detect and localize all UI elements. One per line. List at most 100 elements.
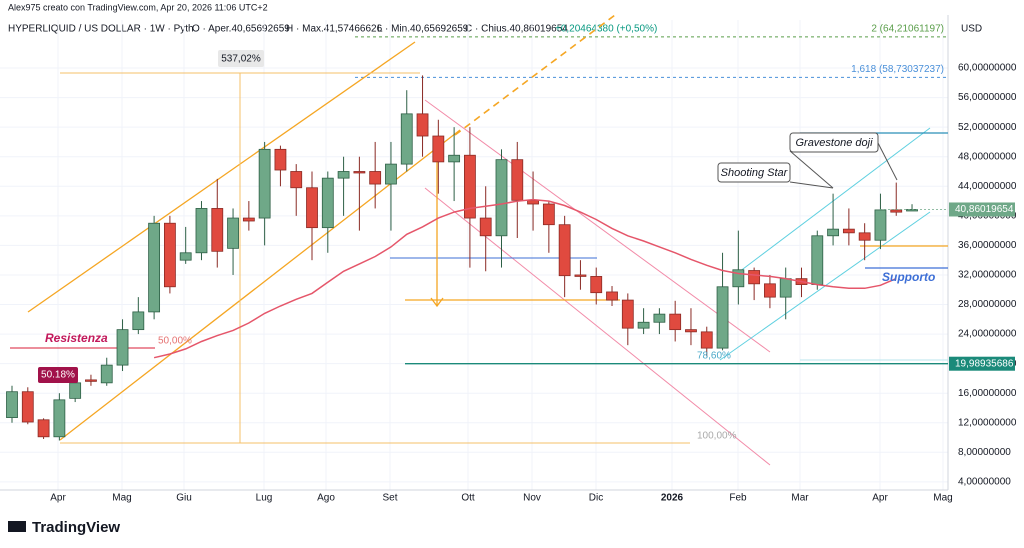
candle-body (685, 329, 697, 333)
price-tag-label: 19,98935686 (955, 358, 1014, 369)
y-tick-label: 16,00000000 (958, 388, 1017, 399)
candle-body (274, 148, 287, 171)
candle-body (606, 291, 618, 301)
candle-body (827, 228, 839, 237)
x-tick-label: 2026 (661, 493, 684, 504)
candle-body (369, 171, 382, 185)
x-tick-label: Lug (256, 493, 273, 504)
close: C · Chius.40,86019654 (465, 24, 568, 35)
pct-label: 50.18% (41, 370, 75, 381)
x-tick-label: Ago (317, 493, 335, 504)
candle-body (558, 224, 571, 277)
y-tick-label: 24,00000000 (958, 329, 1017, 340)
candle-body (132, 311, 145, 331)
y-tick-label: 32,00000000 (958, 270, 1017, 281)
candle-body (448, 154, 461, 163)
candle-body (6, 391, 18, 418)
candle-body (195, 208, 208, 254)
fib-label: 1,618 (58,73037237) (851, 64, 944, 75)
y-tick-label: 44,00000000 (958, 181, 1017, 192)
x-tick-label: Dic (589, 493, 603, 504)
resistance-label: Resistenza (45, 331, 108, 345)
x-tick-label: Feb (729, 493, 747, 504)
candle-body (890, 209, 903, 213)
high: H · Max.41,57466626 (286, 24, 383, 35)
candle-body (764, 283, 776, 298)
candle-body (748, 270, 761, 285)
y-tick-label: 4,00000000 (958, 477, 1011, 488)
y-tick-label: 8,00000000 (958, 447, 1011, 458)
candle-body (842, 228, 855, 234)
candle-body (385, 163, 397, 185)
candle-body (37, 419, 50, 438)
y-tick-label: 12,00000000 (958, 417, 1017, 428)
currency: USD (961, 24, 982, 35)
candle-body (716, 286, 729, 349)
low: L · Min.40,65692659 (377, 24, 469, 35)
candle-body (148, 222, 161, 313)
fib786-label: 78,60% (697, 351, 731, 362)
candle-body (211, 208, 224, 252)
support-label: Supporto (882, 270, 935, 284)
attribution: Alex975 creato con TradingView.com, Apr … (8, 2, 268, 12)
price-tag-label: 40,86019654 (955, 204, 1014, 215)
candle-body (495, 159, 508, 237)
fib-label: 2 (64,21061197) (871, 24, 944, 35)
candle-body (227, 217, 239, 249)
candle-body (258, 148, 271, 219)
y-tick-label: 36,00000000 (958, 240, 1017, 251)
symbol: HYPERLIQUID / US DOLLAR · 1W · Pyth (8, 24, 194, 35)
range-box (218, 50, 264, 67)
logo (8, 521, 26, 532)
candle-body (700, 331, 713, 349)
candle-body (416, 113, 429, 137)
candle-body (479, 217, 492, 237)
candle-body (116, 329, 129, 366)
half-label: 50,00% (158, 336, 192, 347)
candle-body (21, 391, 34, 423)
x-tick-label: Ott (461, 493, 475, 504)
candle-body (290, 171, 303, 189)
candle-body (637, 321, 650, 329)
x-tick-label: Set (382, 493, 397, 504)
x-tick-label: Mar (791, 493, 809, 504)
candle-body (669, 313, 682, 331)
candle-body (321, 177, 334, 229)
candle-body (574, 274, 587, 277)
candle-body (511, 159, 524, 201)
gravestone-label: Gravestone doji (795, 137, 873, 149)
price-tag (949, 356, 1015, 371)
candle-body (621, 299, 634, 329)
price-tag (949, 202, 1015, 217)
x-tick-label: Mag (933, 493, 952, 504)
candle-body (527, 199, 539, 205)
candle-body (242, 217, 255, 222)
pct-box (38, 367, 78, 383)
y-tick-label: 60,00000000 (958, 63, 1017, 74)
open: O · Aper.40,65692659 (192, 24, 290, 35)
y-tick-label: 56,00000000 (958, 92, 1017, 103)
candle-body (858, 232, 871, 241)
candle-body (353, 171, 366, 174)
y-tick-label: 28,00000000 (958, 299, 1017, 310)
x-tick-label: Apr (872, 493, 888, 504)
y-tick-label: 52,00000000 (958, 122, 1017, 133)
x-tick-label: Mag (112, 493, 131, 504)
candle-body (874, 209, 887, 241)
candle-body (53, 399, 66, 438)
x-tick-label: Giu (176, 493, 192, 504)
candle-body (306, 187, 318, 229)
candle-body (653, 313, 666, 323)
candle-body (732, 269, 745, 288)
callout (789, 132, 879, 153)
candle-body (337, 171, 350, 179)
grid (0, 20, 948, 490)
change: +0,20464380 (+0,50%) (555, 24, 657, 35)
candle-body (400, 113, 413, 165)
candle-body (432, 135, 445, 163)
range-label: 537,02% (221, 54, 261, 65)
candle-body (590, 276, 603, 294)
candle-body (464, 154, 476, 219)
candle-body (179, 252, 192, 261)
